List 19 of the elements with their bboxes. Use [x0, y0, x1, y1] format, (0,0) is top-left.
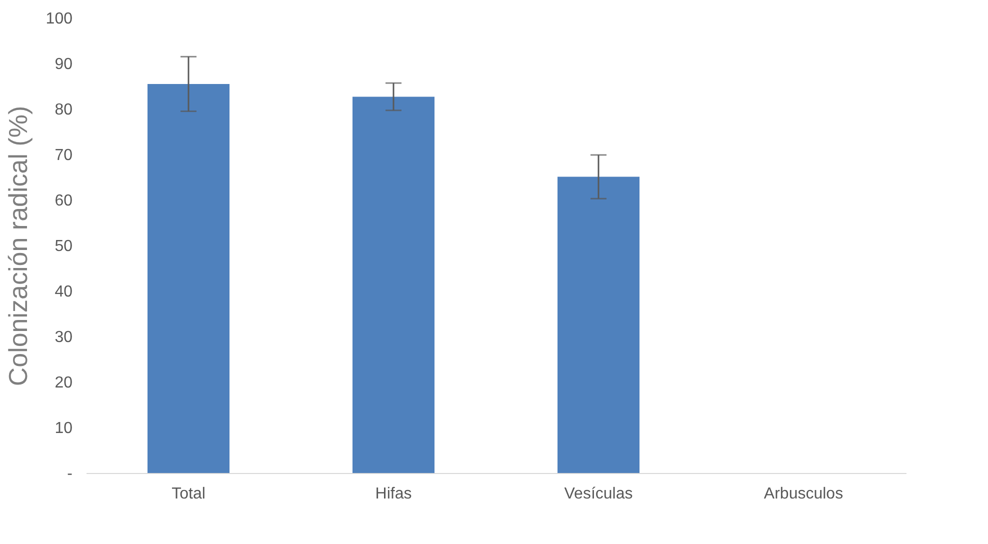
- y-tick-label: 90: [54, 56, 73, 73]
- x-tick-label: Hifas: [375, 486, 412, 502]
- bar: [352, 96, 434, 473]
- y-tick-label: 30: [54, 329, 73, 346]
- y-tick-label: 50: [54, 238, 73, 255]
- x-tick-label: Vesículas: [564, 486, 633, 502]
- y-tick-label: 70: [54, 147, 73, 164]
- y-tick-label: 10: [54, 420, 73, 437]
- x-tick-label: Total: [172, 486, 206, 502]
- y-tick-label: 40: [54, 284, 73, 300]
- y-tick-label: 20: [54, 374, 73, 392]
- x-tick-label: Arbusculos: [764, 486, 844, 502]
- y-tick-label: 60: [54, 192, 73, 210]
- y-tick-label: -: [67, 466, 72, 482]
- y-tick-label: 100: [46, 10, 73, 28]
- y-tick-label: 80: [54, 102, 73, 118]
- bar: [558, 176, 640, 473]
- y-axis-title: Colonización radical (%): [2, 106, 33, 386]
- bar: [148, 84, 230, 473]
